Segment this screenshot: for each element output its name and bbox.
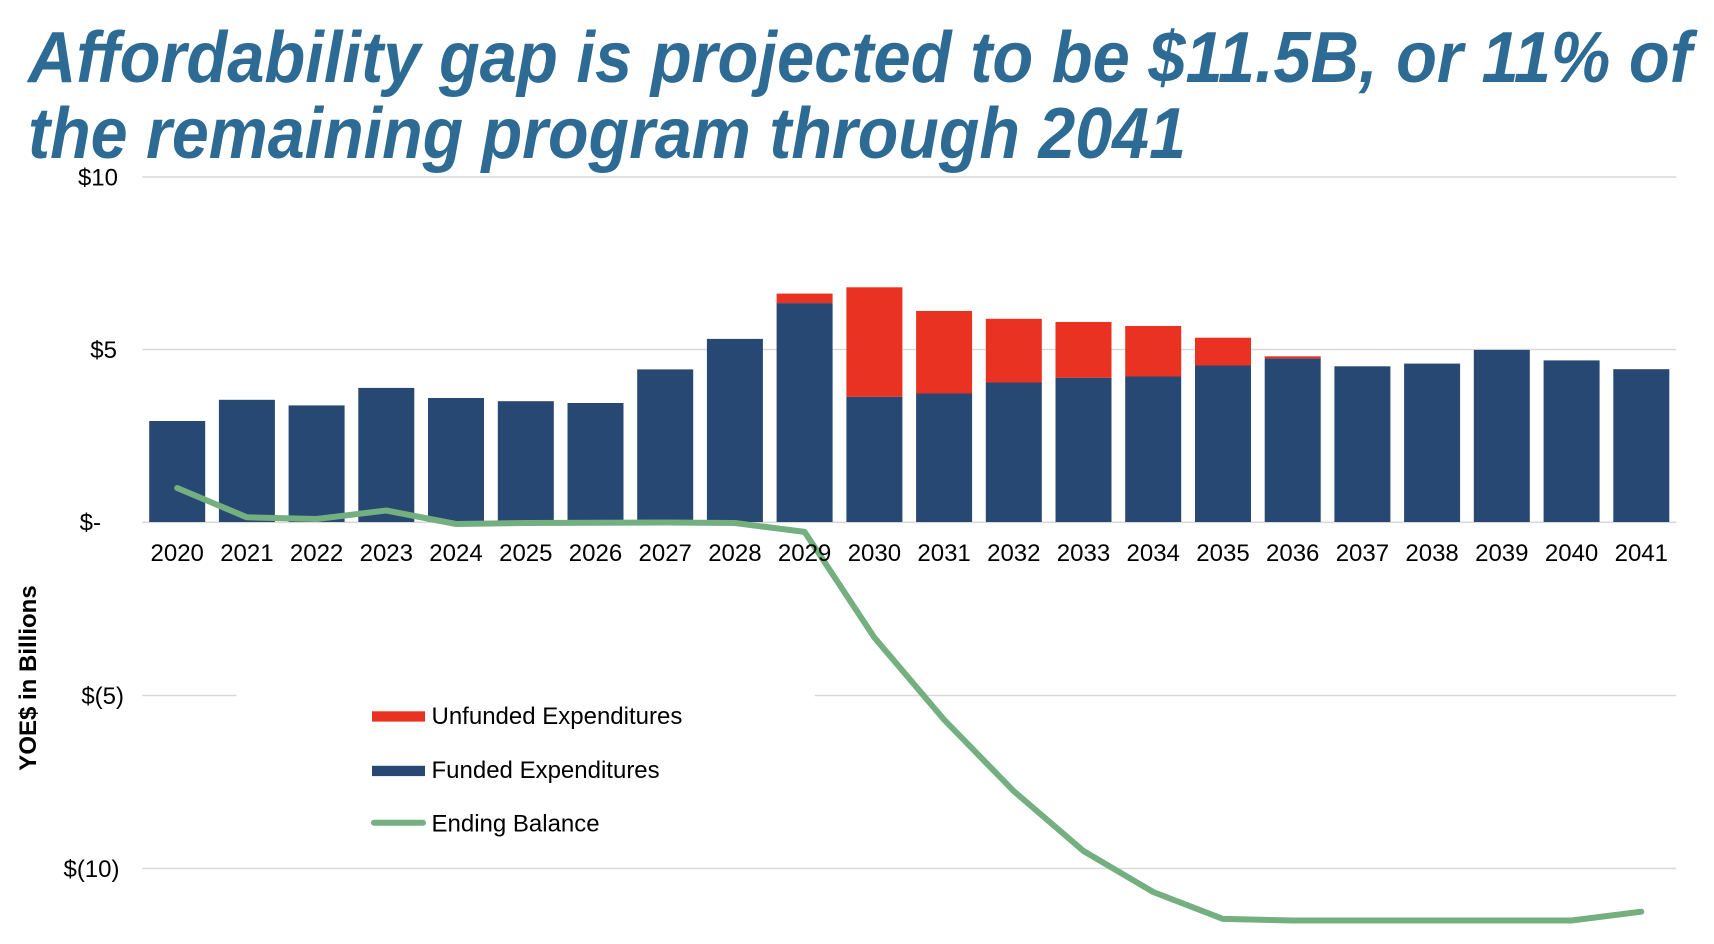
svg-text:2028: 2028	[708, 540, 761, 567]
svg-text:2020: 2020	[151, 540, 204, 567]
svg-text:Unfunded Expenditures: Unfunded Expenditures	[432, 703, 683, 730]
svg-text:$(10): $(10)	[63, 856, 119, 883]
svg-text:2027: 2027	[639, 540, 692, 567]
svg-text:Funded Expenditures: Funded Expenditures	[432, 757, 660, 784]
svg-text:2021: 2021	[220, 540, 273, 567]
svg-text:2026: 2026	[569, 540, 622, 567]
svg-text:Ending Balance: Ending Balance	[432, 811, 600, 838]
svg-text:$-: $-	[80, 510, 101, 537]
svg-text:$5: $5	[90, 337, 117, 364]
svg-text:2029: 2029	[778, 540, 831, 567]
svg-text:2037: 2037	[1336, 540, 1389, 567]
svg-text:Affordability gap is projected: Affordability gap is projected to be $11…	[26, 18, 1697, 98]
svg-text:$(5): $(5)	[81, 683, 124, 710]
svg-text:2033: 2033	[1057, 540, 1110, 567]
svg-text:2036: 2036	[1266, 540, 1319, 567]
svg-text:2025: 2025	[499, 540, 552, 567]
svg-text:2041: 2041	[1615, 540, 1668, 567]
svg-text:2022: 2022	[290, 540, 343, 567]
svg-text:2030: 2030	[848, 540, 901, 567]
svg-text:2035: 2035	[1196, 540, 1249, 567]
svg-text:2038: 2038	[1405, 540, 1458, 567]
svg-text:2034: 2034	[1127, 540, 1180, 567]
svg-text:2040: 2040	[1545, 540, 1598, 567]
svg-text:2039: 2039	[1475, 540, 1528, 567]
svg-text:2031: 2031	[917, 540, 970, 567]
svg-text:$10: $10	[78, 165, 118, 192]
svg-text:YOE$ in Billions: YOE$ in Billions	[15, 585, 42, 770]
svg-text:2023: 2023	[360, 540, 413, 567]
svg-text:the remaining program through: the remaining program through 2041	[28, 94, 1186, 174]
svg-text:2024: 2024	[429, 540, 482, 567]
svg-text:2032: 2032	[987, 540, 1040, 567]
